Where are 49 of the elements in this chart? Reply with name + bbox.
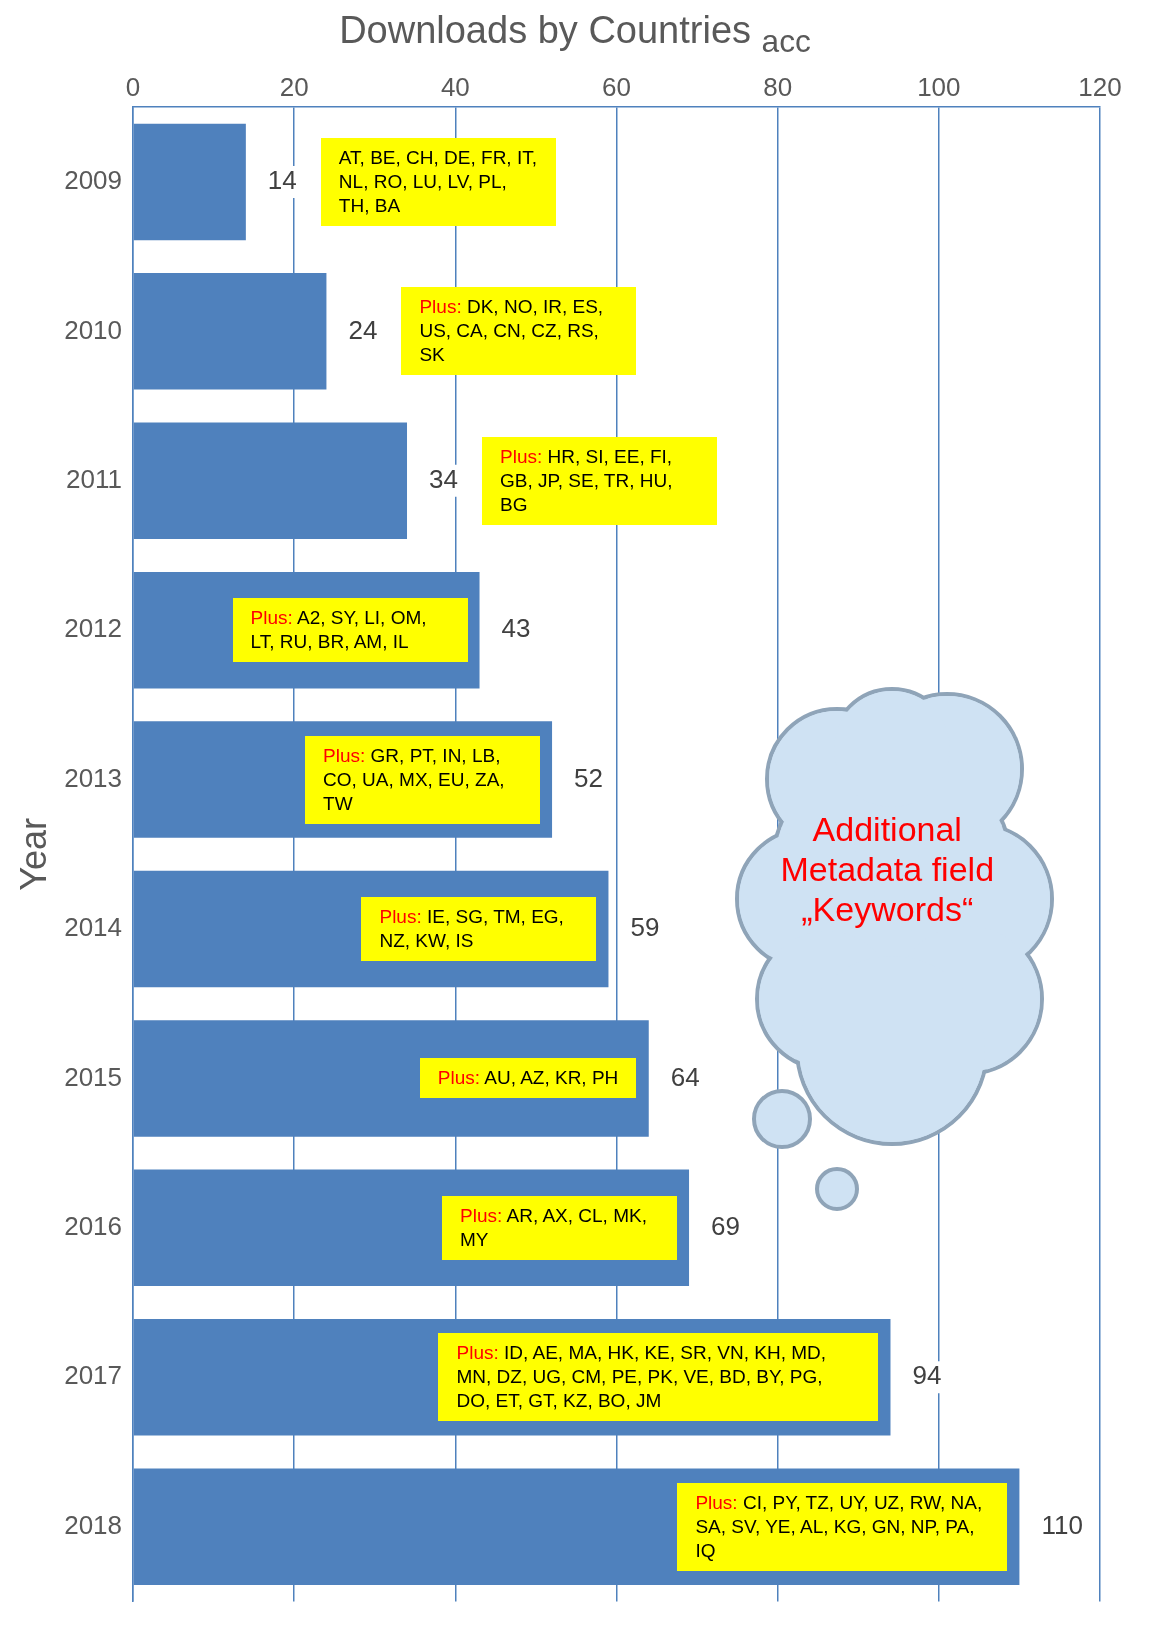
y-tick-label: 2012	[64, 613, 123, 644]
x-tick-label: 120	[1078, 71, 1122, 102]
annotation: Plus: IE, SG, TM, EG, NZ, KW, IS	[379, 906, 564, 951]
callout-box: Plus: A2, SY, LI, OM, LT, RU, BR, AM, IL	[232, 598, 468, 663]
annotation: Plus: AR, AX, CL, MK, MY	[460, 1204, 647, 1250]
y-tick-label: 2018	[64, 1509, 123, 1540]
callout-box: Plus: CI, PY, TZ, UY, UZ, RW, NA, SA, SV, YE, AL, KG, GN, NP, PA, IQ	[677, 1482, 1008, 1571]
x-tick-label: 0	[125, 71, 141, 102]
annotation: Plus: CI, PY, TZ, UY, UZ, RW, NA, SA, SV, YE, AL, KG, GN, NP, PA, IQ	[695, 1491, 983, 1561]
data-label: 14	[267, 165, 297, 196]
annotation: Plus: GR, PT, IN, LB, CO, UA, MX, EU, ZA, TW	[323, 744, 505, 814]
y-tick-label: 2017	[64, 1360, 123, 1391]
callout-box: Plus: DK, NO, IR, ES, US, CA, CN, CZ, RS, SK	[401, 287, 637, 376]
x-tick-label: 60	[602, 71, 631, 102]
y-tick-label: 2009	[64, 165, 123, 196]
y-tick-label: 2016	[64, 1211, 123, 1242]
callout-box: Plus: AU, AZ, KR, PH	[419, 1058, 637, 1099]
data-label: 24	[348, 314, 378, 345]
x-tick-label: 40	[440, 71, 470, 102]
data-label: 59	[630, 912, 660, 943]
callout-box: AT, BE, CH, DE, FR, IT, NL, RO, LU, LV, PL, TH, BA	[320, 137, 556, 226]
annotation: Plus: HR, SI, EE, FI, GB, JP, SE, TR, HU, BG	[500, 445, 673, 515]
x-tick-label: 100	[917, 71, 961, 102]
callout-box: Plus: GR, PT, IN, LB, CO, UA, MX, EU, ZA, TW	[305, 735, 541, 824]
callout-box: Plus: HR, SI, EE, FI, GB, JP, SE, TR, HU, BG	[482, 436, 717, 525]
annotation: Plus: A2, SY, LI, OM, LT, RU, BR, AM, IL	[250, 607, 427, 653]
annotation: Plus: ID, AE, MA, HK, KE, SR, VN, KH, MD, MN, DZ, UG, CM, PE, PK, VE, BD, BY, PG, DO, ET, GT, KZ, BO, JM	[456, 1342, 827, 1412]
callout-box: Plus: AR, AX, CL, MK, MY	[442, 1195, 678, 1260]
data-label: 94	[912, 1360, 942, 1391]
data-label: 64	[670, 1061, 700, 1092]
x-tick-label: 20	[279, 71, 309, 102]
y-tick-label: 2010	[64, 314, 123, 345]
y-tick-label: 2015	[64, 1061, 123, 1092]
y-axis-title: Year	[12, 817, 54, 891]
callout-box: Plus: IE, SG, TM, EG, NZ, KW, IS	[361, 897, 597, 961]
y-tick-label: 2013	[64, 762, 123, 793]
data-label: 34	[429, 463, 458, 494]
y-tick-label: 2011	[66, 463, 123, 494]
chart-title: Downloads by Countries $_{acc}$	[338, 8, 812, 60]
annotation: Additional Metadata field „Keywords“	[779, 809, 996, 929]
data-label: 43	[501, 613, 531, 644]
data-label: 52	[574, 762, 603, 793]
x-tick-label: 80	[763, 71, 793, 102]
annotation: Plus: DK, NO, IR, ES, US, CA, CN, CZ, RS, SK	[419, 296, 604, 366]
annotation: Plus: AU, AZ, KR, PH	[437, 1067, 619, 1089]
data-label: 110	[1041, 1509, 1083, 1540]
callout-box: Plus: ID, AE, MA, HK, KE, SR, VN, KH, MD, MN, DZ, UG, CM, PE, PK, VE, BD, BY, PG, DO, ET, GT, KZ, BO, JM	[438, 1333, 879, 1422]
y-tick-label: 2014	[64, 912, 123, 943]
data-label: 69	[711, 1211, 740, 1242]
